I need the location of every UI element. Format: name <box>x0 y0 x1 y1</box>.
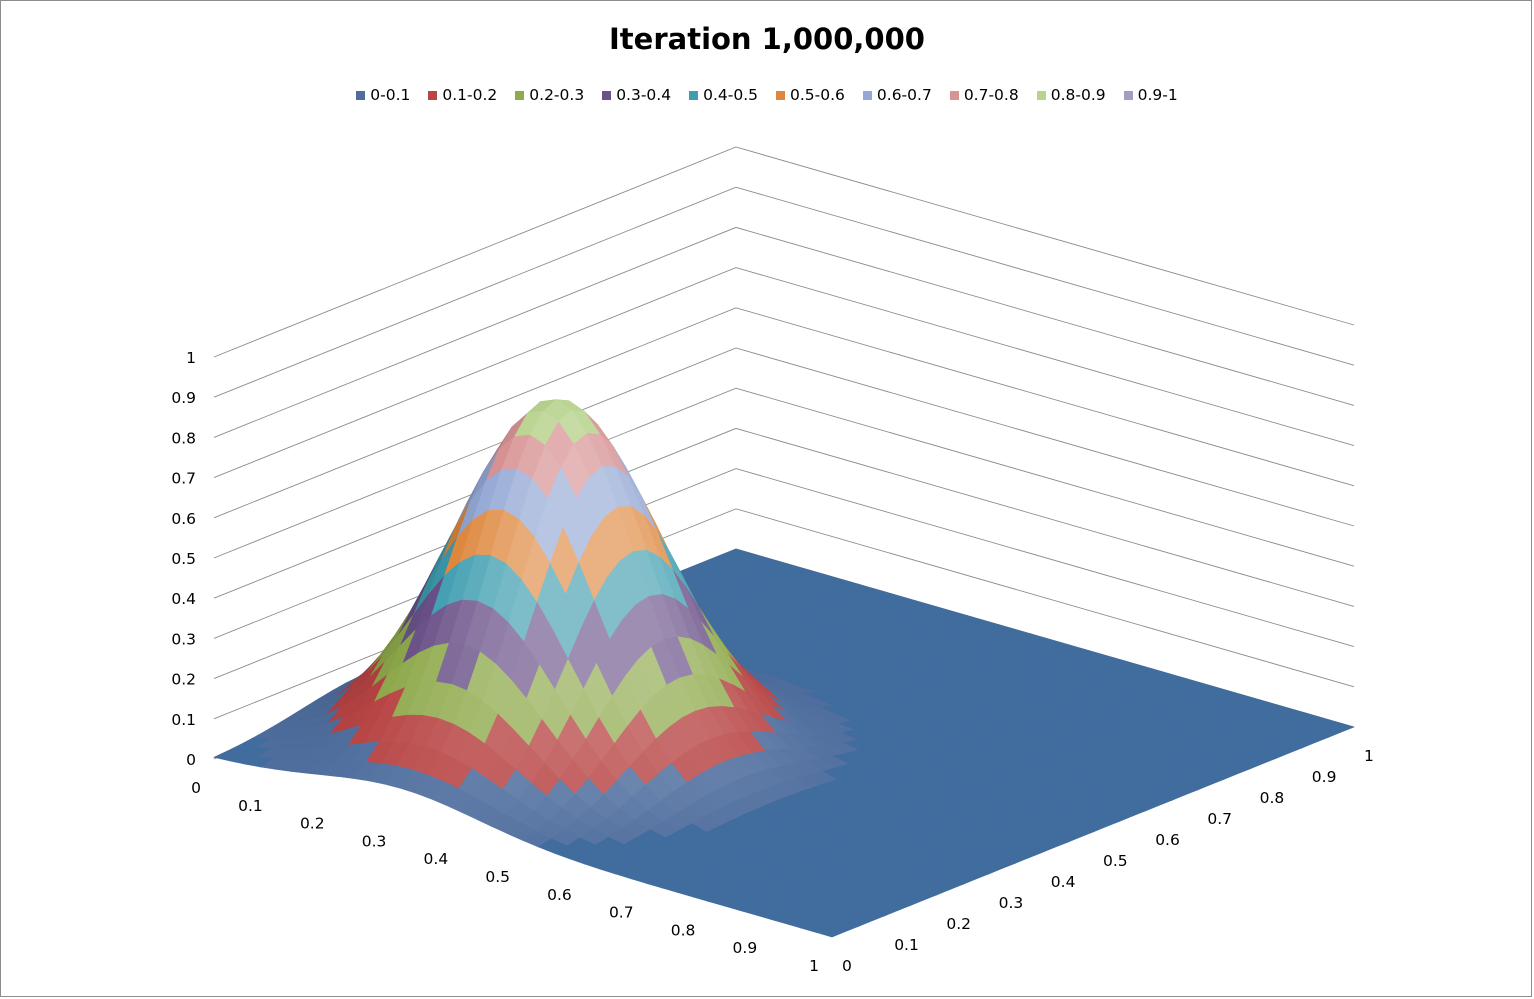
x-tick-label: 0.2 <box>300 815 325 833</box>
z-tick-label: 0.7 <box>171 470 196 488</box>
x-tick-label: 0.1 <box>238 797 263 815</box>
z-tick-label: 0 <box>186 751 196 769</box>
z-tick-label: 0.9 <box>171 389 196 407</box>
back-walls <box>213 146 1355 760</box>
z-tick-label: 0.6 <box>171 510 196 528</box>
legend-label: 0.3-0.4 <box>616 86 672 104</box>
gridline <box>213 307 1355 519</box>
legend-swatch <box>356 91 366 100</box>
gridline <box>213 186 1355 398</box>
x-tick-label: 0.4 <box>424 850 449 868</box>
legend-label: 0.1-0.2 <box>442 86 498 104</box>
legend-item: 0.4-0.5 <box>689 86 758 104</box>
y-tick-label: 0.5 <box>1103 852 1128 870</box>
legend-label: 0.7-0.8 <box>963 86 1019 104</box>
y-tick-label: 0.6 <box>1155 831 1180 849</box>
x-tick-label: 0.8 <box>671 921 696 939</box>
legend-item: 0.1-0.2 <box>428 86 497 104</box>
x-tick-label: 0.6 <box>547 886 572 904</box>
y-tick-label: 1 <box>1364 747 1374 765</box>
legend-swatch <box>1123 91 1133 100</box>
legend-label: 0.6-0.7 <box>876 86 932 104</box>
legend-swatch <box>776 91 785 100</box>
y-tick-label: 0.8 <box>1260 789 1285 807</box>
x-tick-label: 0.7 <box>609 904 634 922</box>
legend-label: 0.5-0.6 <box>790 86 845 104</box>
legend-label: 0.8-0.9 <box>1050 86 1106 104</box>
y-tick-label: 0.4 <box>1051 873 1076 891</box>
y-tick-label: 0 <box>842 957 852 975</box>
legend-item: 0.6-0.7 <box>862 86 932 104</box>
legend-label: 0.9-1 <box>1137 86 1178 104</box>
x-tick-label: 0.5 <box>485 868 510 886</box>
gridline <box>213 226 1355 438</box>
legend-label: 0.2-0.3 <box>529 86 585 104</box>
y-tick-label: 0.1 <box>894 936 919 954</box>
legend-item: 0-0.1 <box>356 86 410 104</box>
legend-swatch <box>428 91 438 100</box>
z-tick-label: 0.5 <box>171 550 196 568</box>
z-tick-label: 0.1 <box>171 711 196 729</box>
legend-swatch <box>515 91 525 100</box>
legend-item: 0.2-0.3 <box>515 86 584 104</box>
y-tick-label: 0.3 <box>999 894 1024 912</box>
x-tick-label: 0.9 <box>733 939 758 957</box>
z-tick-label: 0.8 <box>171 429 196 447</box>
legend-label: 0.4-0.5 <box>703 86 758 104</box>
y-tick-label: 0.9 <box>1312 768 1337 786</box>
legend-label: 0-0.1 <box>370 86 411 104</box>
x-tick-label: 0.3 <box>362 832 387 850</box>
legend-item: 0.3-0.4 <box>602 86 671 104</box>
z-tick-label: 0.2 <box>171 671 196 689</box>
x-tick-label: 1 <box>809 957 819 975</box>
surface-patch <box>815 926 846 938</box>
y-tick-label: 0.7 <box>1207 810 1232 828</box>
legend-swatch <box>1036 91 1046 100</box>
legend-swatch <box>689 91 699 100</box>
legend-item: 0.7-0.8 <box>949 86 1019 104</box>
gridline <box>213 427 1355 639</box>
gridline <box>213 146 1355 358</box>
axis-labels: 0 0.1 0.2 0.3 0.4 0.5 0.6 0.7 0.8 0.9 1 0 0.1 0.2 0.3 0… <box>171 349 1374 975</box>
z-tick-label: 0.3 <box>171 630 196 648</box>
chart-title: Iteration 1,000,000 <box>609 22 925 56</box>
legend-item: 0.5-0.6 <box>776 86 845 104</box>
gridline <box>213 468 1355 680</box>
gridline <box>213 347 1355 559</box>
surface <box>213 399 1355 938</box>
legend-swatch <box>949 91 959 100</box>
legend-swatch <box>602 91 612 100</box>
legend-swatch <box>862 91 872 100</box>
z-tick-label: 0.4 <box>171 590 196 608</box>
legend: 0-0.1 0.1-0.2 0.2-0.3 0.3-0.4 0.4-0.5 0.5-0.6… <box>0 86 1534 104</box>
legend-item: 0.8-0.9 <box>1036 86 1106 104</box>
y-tick-label: 0.2 <box>946 915 971 933</box>
x-tick-label: 0 <box>191 779 201 797</box>
gridline <box>213 267 1355 479</box>
z-tick-label: 1 <box>186 349 196 367</box>
legend-item: 0.9-1 <box>1123 86 1178 104</box>
gridline <box>213 387 1355 599</box>
